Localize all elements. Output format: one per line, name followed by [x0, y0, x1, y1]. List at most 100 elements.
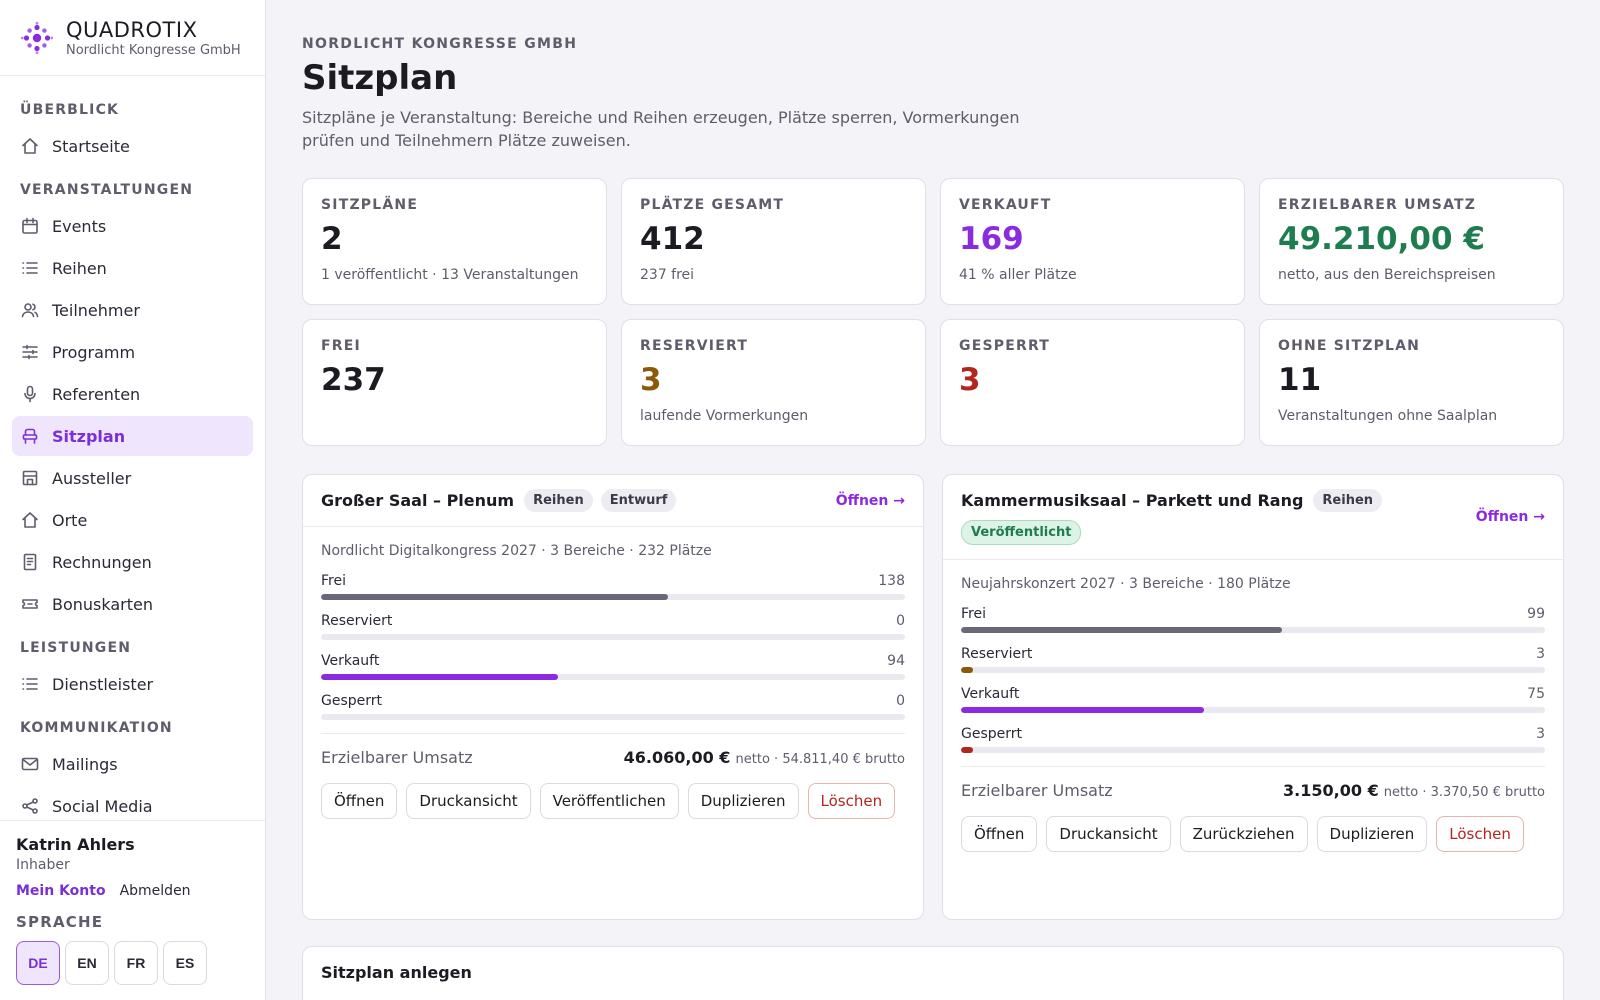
stat-label: Frei — [961, 606, 986, 622]
kpi-grid: SITZPLÄNE 2 1 veröffentlicht · 13 Verans… — [302, 178, 1564, 446]
seating-plan-card: Großer Saal – Plenum Reihen Entwurf Öffn… — [302, 474, 924, 920]
sidebar-item-events[interactable]: Events — [12, 206, 253, 246]
stat-value: 3 — [1536, 726, 1545, 742]
list-icon — [22, 262, 38, 274]
revenue-label: Erzielbarer Umsatz — [321, 748, 473, 767]
plan-open-link[interactable]: Öffnen → — [1475, 509, 1545, 525]
kpi-label: RESERVIERT — [640, 338, 749, 354]
stat-bar-track — [321, 634, 905, 640]
stat-row-verkauft: Verkauft 75 — [961, 686, 1545, 713]
sidebar-item-label: Social Media — [52, 796, 153, 816]
plan-type-badge: Reihen — [1313, 489, 1383, 512]
sidebar-item-label: Dienstleister — [52, 674, 154, 694]
seating-plan-list: Großer Saal – Plenum Reihen Entwurf Öffn… — [302, 474, 1564, 920]
kpi-value: 11 — [1278, 362, 1322, 398]
kpi-card-sitzplaene: SITZPLÄNE 2 1 veröffentlicht · 13 Verans… — [302, 178, 607, 305]
kpi-value: 412 — [640, 221, 705, 257]
brand-org: Nordlicht Kongresse GmbH — [66, 42, 241, 58]
sidebar-item-label: Mailings — [52, 754, 118, 774]
sidebar-item-teilnehmer[interactable]: Teilnehmer — [12, 290, 253, 330]
sidebar-item-aussteller[interactable]: Aussteller — [12, 458, 253, 498]
kpi-card-umsatz: ERZIELBARER UMSATZ 49.210,00 € netto, au… — [1259, 178, 1564, 305]
sidebar-item-reihen[interactable]: Reihen — [12, 248, 253, 288]
stat-value: 138 — [878, 573, 905, 589]
sidebar: QUADROTIX Nordlicht Kongresse GmbH ÜBERB… — [0, 0, 266, 1000]
plan-type-badge: Reihen — [524, 489, 593, 512]
stat-label: Gesperrt — [321, 693, 383, 709]
sidebar-item-referenten[interactable]: Referenten — [12, 374, 253, 414]
stat-value: 0 — [896, 693, 905, 709]
microphone-icon — [24, 385, 36, 403]
plan-status-badge: Veröffentlicht — [961, 520, 1082, 545]
plan-name: Großer Saal – Plenum — [321, 491, 515, 510]
kpi-value: 237 — [321, 362, 386, 398]
stat-bar-fill — [321, 594, 669, 600]
kpi-value: 3 — [959, 362, 981, 398]
sidebar-item-startseite[interactable]: Startseite — [12, 126, 253, 166]
plan-open-link[interactable]: Öffnen → — [835, 492, 905, 509]
open-button[interactable]: Öffnen — [321, 783, 398, 819]
stat-row-verkauft: Verkauft 94 — [321, 653, 905, 680]
unpublish-button[interactable]: Zurückziehen — [1179, 816, 1308, 852]
stat-label: Reserviert — [961, 646, 1033, 662]
language-button-en[interactable]: EN — [65, 941, 109, 985]
delete-button[interactable]: Löschen — [807, 783, 896, 819]
stat-bar-track — [961, 667, 1545, 673]
stat-label: Verkauft — [321, 653, 380, 669]
sidebar-item-label: Sitzplan — [52, 426, 126, 446]
kpi-sub: laufende Vormerkungen — [640, 408, 809, 424]
stat-row-frei: Frei 99 — [961, 606, 1545, 633]
sidebar-item-social-media[interactable]: Social Media — [12, 786, 253, 820]
stat-row-reserviert: Reserviert 3 — [961, 646, 1545, 673]
nav-section-title: LEISTUNGEN — [20, 640, 132, 656]
home-icon — [22, 512, 38, 528]
brand[interactable]: QUADROTIX Nordlicht Kongresse GmbH — [0, 0, 265, 76]
stat-bar-fill — [961, 667, 973, 673]
sidebar-item-rechnungen[interactable]: Rechnungen — [12, 542, 253, 582]
brand-name: QUADROTIX — [66, 17, 198, 42]
sidebar-item-mailings[interactable]: Mailings — [12, 744, 253, 784]
kpi-value: 49.210,00 € — [1278, 221, 1485, 257]
create-seating-plan-title: Sitzplan anlegen — [321, 963, 472, 982]
org-eyebrow: NORDLICHT KONGRESSE GMBH — [302, 36, 578, 52]
print-view-button[interactable]: Druckansicht — [406, 783, 531, 819]
kpi-label: SITZPLÄNE — [321, 197, 419, 213]
kpi-label: OHNE SITZPLAN — [1278, 338, 1421, 354]
duplicate-button[interactable]: Duplizieren — [687, 783, 799, 819]
logout-link[interactable]: Abmelden — [119, 883, 191, 899]
stat-row-reserviert: Reserviert 0 — [321, 613, 905, 640]
share-icon — [22, 798, 38, 814]
stat-row-frei: Frei 138 — [321, 573, 905, 600]
sidebar-item-dienstleister[interactable]: Dienstleister — [12, 664, 253, 704]
kpi-sub: 1 veröffentlicht · 13 Veranstaltungen — [321, 267, 579, 283]
delete-button[interactable]: Löschen — [1436, 816, 1524, 852]
user-name: Katrin Ahlers — [16, 835, 135, 854]
sidebar-item-orte[interactable]: Orte — [12, 500, 253, 540]
stat-value: 75 — [1527, 686, 1545, 702]
plan-actions: Öffnen Druckansicht Zurückziehen Duplizi… — [961, 816, 1545, 852]
create-seating-plan-card: Sitzplan anlegen — [302, 946, 1564, 1000]
my-account-link[interactable]: Mein Konto — [16, 883, 106, 899]
kpi-value: 3 — [640, 362, 662, 398]
stat-row-gesperrt: Gesperrt 3 — [961, 726, 1545, 753]
publish-button[interactable]: Veröffentlichen — [539, 783, 679, 819]
sidebar-item-bonuskarten[interactable]: Bonuskarten — [12, 584, 253, 624]
print-view-button[interactable]: Druckansicht — [1046, 816, 1171, 852]
language-button-de[interactable]: DE — [16, 941, 60, 985]
sliders-icon — [22, 344, 38, 360]
plan-revenue: Erzielbarer Umsatz 46.060,00 € netto · 5… — [321, 733, 905, 767]
list-icon — [22, 678, 38, 690]
kpi-card-reserviert: RESERVIERT 3 laufende Vormerkungen — [621, 319, 926, 446]
stat-value: 3 — [1536, 646, 1545, 662]
revenue-net: 46.060,00 € — [623, 748, 731, 767]
duplicate-button[interactable]: Duplizieren — [1316, 816, 1428, 852]
revenue-net: 3.150,00 € — [1283, 781, 1379, 800]
sidebar-item-programm[interactable]: Programm — [12, 332, 253, 372]
stat-bar-track — [321, 714, 905, 720]
language-button-es[interactable]: ES — [163, 941, 207, 985]
open-button[interactable]: Öffnen — [961, 816, 1038, 852]
plan-revenue: Erzielbarer Umsatz 3.150,00 € netto · 3.… — [961, 766, 1545, 800]
language-button-fr[interactable]: FR — [114, 941, 158, 985]
sidebar-item-label: Teilnehmer — [52, 300, 140, 320]
sidebar-item-sitzplan[interactable]: Sitzplan — [12, 416, 253, 456]
